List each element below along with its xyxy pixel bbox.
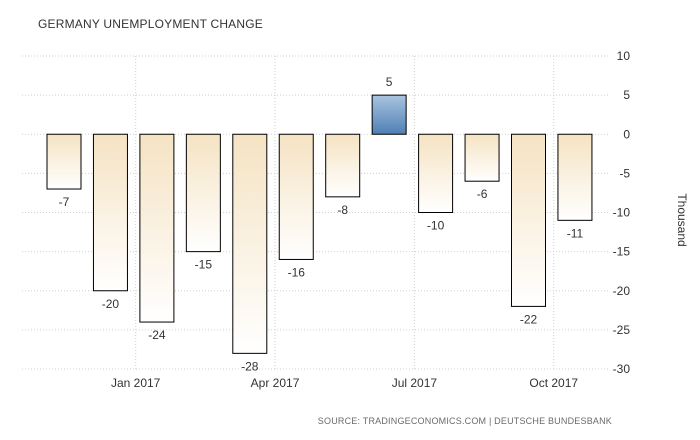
bar xyxy=(46,133,82,190)
data-label: -15 xyxy=(195,258,213,272)
data-label: -16 xyxy=(288,265,306,279)
x-tick-label: Jan 2017 xyxy=(111,376,161,390)
source-note: SOURCE: TRADINGECONOMICS.COM | DEUTSCHE … xyxy=(317,416,612,426)
data-labels: -7 -20 -24 -15 -28 -16 -8 5 -10 -6 -22 -11 xyxy=(59,75,584,373)
bars xyxy=(46,94,593,354)
bar xyxy=(557,133,593,221)
x-axis-ticks: Jan 2017 Apr 2017 Jul 2017 Oct 2017 xyxy=(111,376,578,390)
bar xyxy=(325,133,361,198)
y-axis-ticks: 10 5 0 -5 -10 -15 -20 -25 -30 xyxy=(613,49,631,376)
y-tick-label: -10 xyxy=(613,206,631,220)
y-tick-label: 5 xyxy=(623,88,630,102)
bar xyxy=(464,133,500,182)
x-tick-label: Oct 2017 xyxy=(529,376,578,390)
data-label: -11 xyxy=(567,226,584,240)
x-tick-label: Apr 2017 xyxy=(251,376,300,390)
data-label: 5 xyxy=(386,75,393,89)
y-tick-label: 0 xyxy=(623,127,630,141)
data-label: -10 xyxy=(427,219,445,233)
data-label: -8 xyxy=(337,203,348,217)
data-label: -28 xyxy=(241,359,259,373)
data-label: -22 xyxy=(520,312,538,326)
y-tick-label: -5 xyxy=(619,166,630,180)
bar xyxy=(92,133,128,292)
y-tick-label: -15 xyxy=(613,245,631,259)
x-tick-label: Jul 2017 xyxy=(392,376,438,390)
data-label: -6 xyxy=(477,187,488,201)
bar xyxy=(139,133,175,323)
bar xyxy=(511,133,546,307)
data-label: -20 xyxy=(102,297,120,311)
bar xyxy=(278,133,314,260)
y-axis-label: Thousand xyxy=(675,193,689,246)
bar xyxy=(232,133,268,354)
y-tick-label: 10 xyxy=(617,49,631,63)
bar xyxy=(418,133,454,213)
bar xyxy=(371,94,407,135)
y-tick-label: -25 xyxy=(613,323,631,337)
y-tick-label: -30 xyxy=(613,362,631,376)
chart-title: GERMANY UNEMPLOYMENT CHANGE xyxy=(38,17,263,31)
data-label: -7 xyxy=(59,195,70,209)
bar xyxy=(185,133,221,253)
y-tick-label: -20 xyxy=(613,284,631,298)
data-label: -24 xyxy=(148,328,166,342)
